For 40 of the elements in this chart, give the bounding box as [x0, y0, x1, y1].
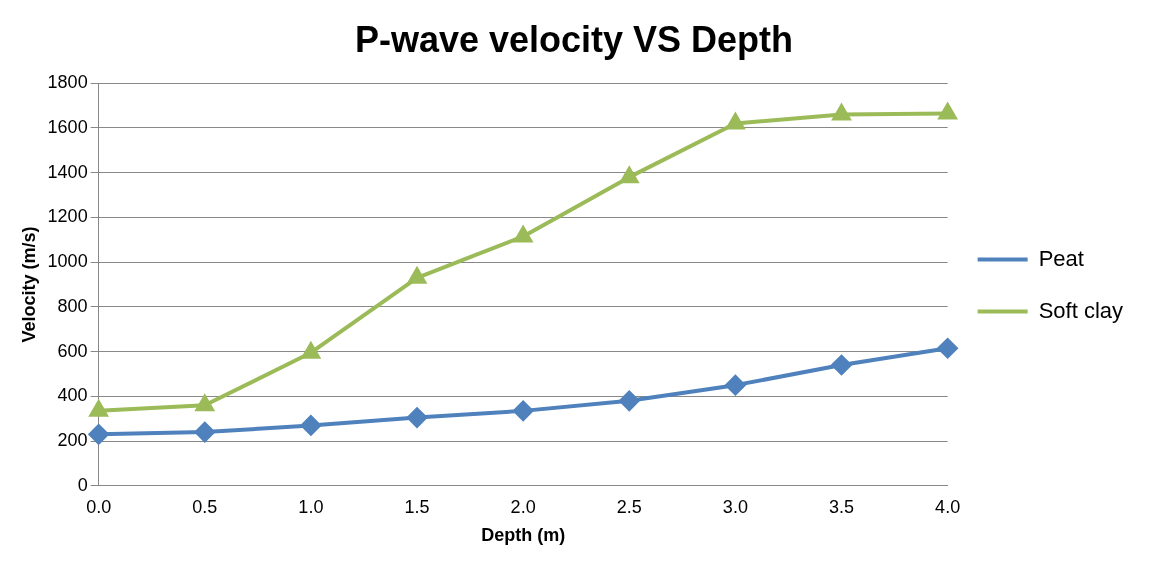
x-axis-title: Depth (m) — [481, 525, 566, 546]
legend-label: Soft clay — [1038, 297, 1124, 323]
y-tick-label: 1800 — [47, 72, 88, 93]
point — [725, 375, 746, 396]
x-tick-label: 1.0 — [298, 496, 324, 517]
y-tick-label: 400 — [57, 385, 88, 406]
point — [514, 226, 533, 243]
legend-label: Peat — [1038, 245, 1084, 271]
point — [88, 424, 109, 445]
y-tick-label: 1000 — [47, 251, 88, 272]
point — [831, 102, 852, 121]
x-tick-label: 2.5 — [616, 496, 642, 517]
point — [937, 338, 958, 359]
y-tick-label: 1600 — [47, 116, 88, 137]
point — [513, 400, 534, 421]
point — [300, 415, 321, 436]
point — [726, 113, 745, 130]
point — [620, 167, 639, 184]
point — [194, 422, 215, 443]
point — [195, 395, 214, 412]
x-tick-label: 0.5 — [192, 496, 218, 517]
point — [619, 390, 640, 411]
y-tick-label: 0 — [77, 474, 88, 495]
y-tick-label: 1200 — [47, 206, 88, 227]
x-tick-label: 2.0 — [510, 496, 536, 517]
point — [938, 103, 957, 120]
x-tick-label: 1.5 — [404, 496, 430, 517]
y-axis-title: Velocity (m/s) — [18, 226, 39, 343]
point — [408, 267, 426, 284]
y-tick-label: 800 — [57, 295, 88, 316]
point — [407, 407, 428, 428]
x-tick-label: 0.0 — [86, 496, 112, 517]
x-tick-label: 3.5 — [828, 496, 855, 517]
x-tick-label: 3.0 — [722, 496, 748, 517]
point — [831, 355, 852, 376]
x-tick-label: 4.0 — [935, 496, 961, 517]
y-tick-label: 1400 — [47, 161, 88, 182]
chart-title: P-wave velocity VS Depth — [354, 18, 794, 60]
y-tick-label: 600 — [57, 340, 88, 361]
y-tick-label: 200 — [57, 430, 88, 451]
